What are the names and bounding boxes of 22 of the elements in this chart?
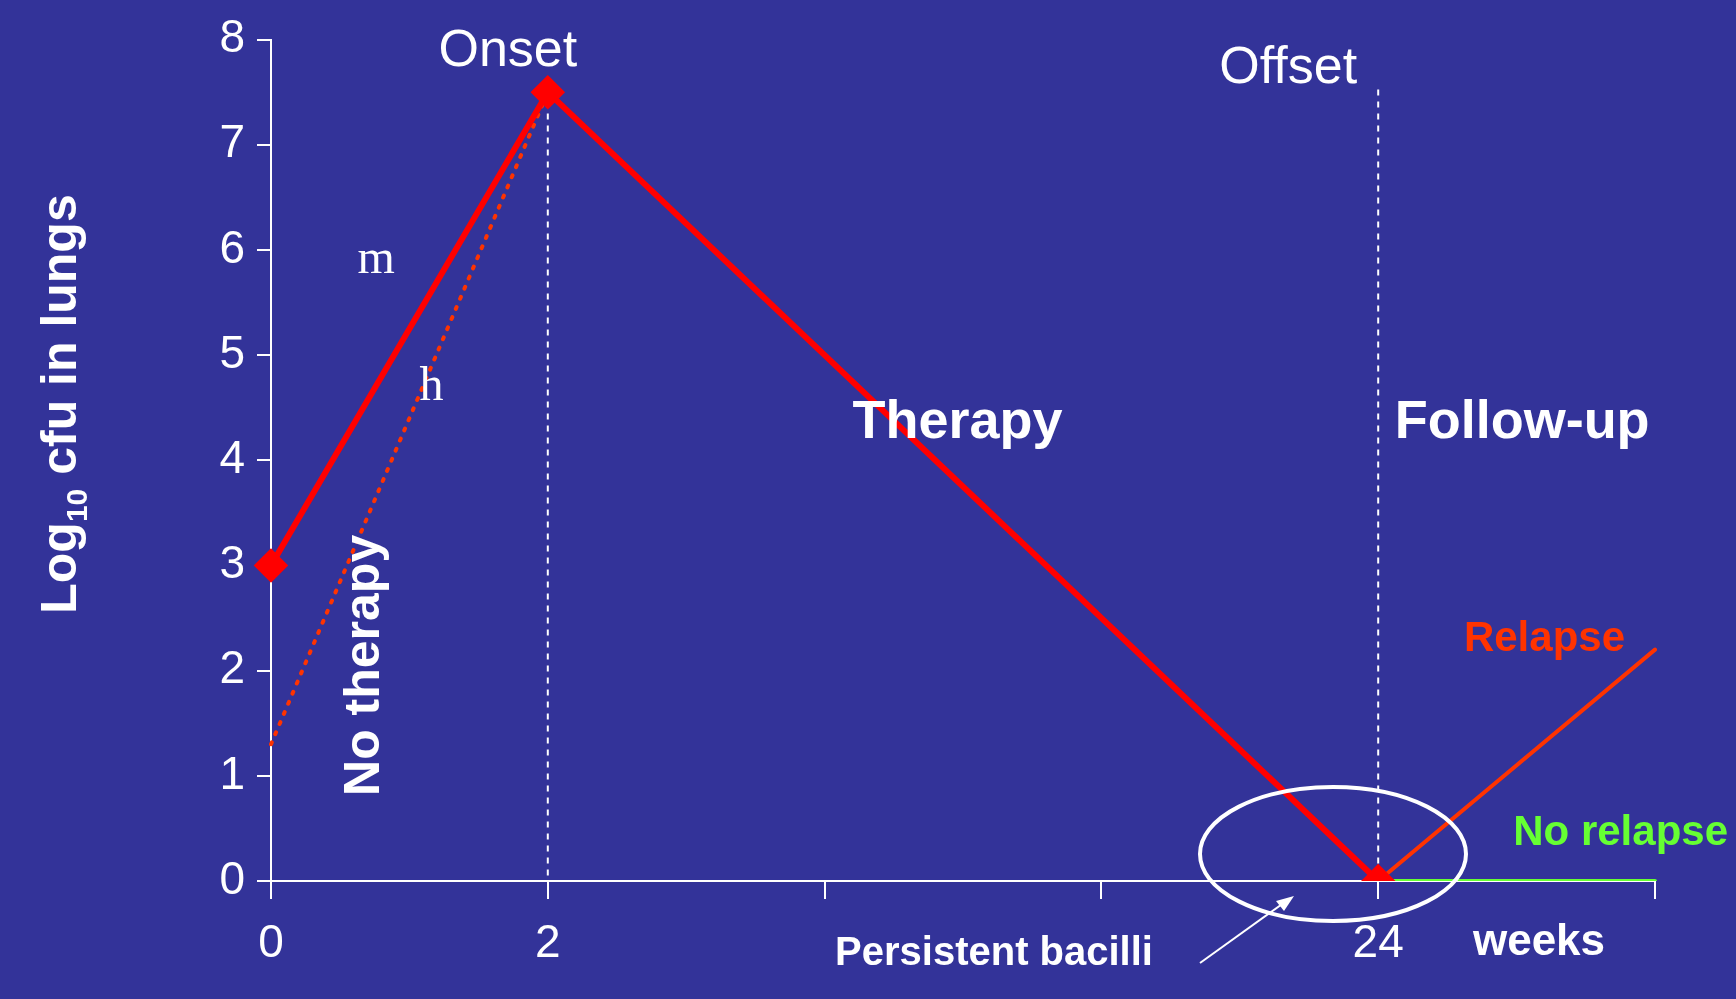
y-tick-label: 5 — [219, 325, 245, 378]
ref-line-label: Onset — [438, 19, 578, 78]
y-tick-label: 8 — [219, 10, 245, 63]
y-tick-label: 0 — [219, 851, 245, 904]
annotation: No therapy — [333, 534, 390, 796]
x-tick-label: 0 — [258, 915, 284, 968]
y-tick-label: 2 — [219, 641, 245, 694]
ref-line-label: Offset — [1219, 36, 1358, 95]
annotation: h — [419, 357, 444, 411]
annotation: Follow-up — [1394, 389, 1650, 450]
x-tick-label: 24 — [1352, 915, 1404, 968]
series-label: Relapse — [1463, 613, 1625, 661]
series-label: No relapse — [1513, 806, 1728, 854]
y-tick-label: 3 — [219, 536, 245, 589]
annotation: m — [357, 230, 395, 284]
x-tick-label: 2 — [535, 915, 561, 968]
y-tick-label: 6 — [219, 220, 245, 273]
text: weeks — [1471, 915, 1606, 965]
y-tick-label: 4 — [219, 430, 245, 483]
y-tick-label: 1 — [219, 746, 245, 799]
text: Persistent bacilli — [835, 929, 1153, 974]
y-tick-label: 7 — [219, 115, 245, 168]
